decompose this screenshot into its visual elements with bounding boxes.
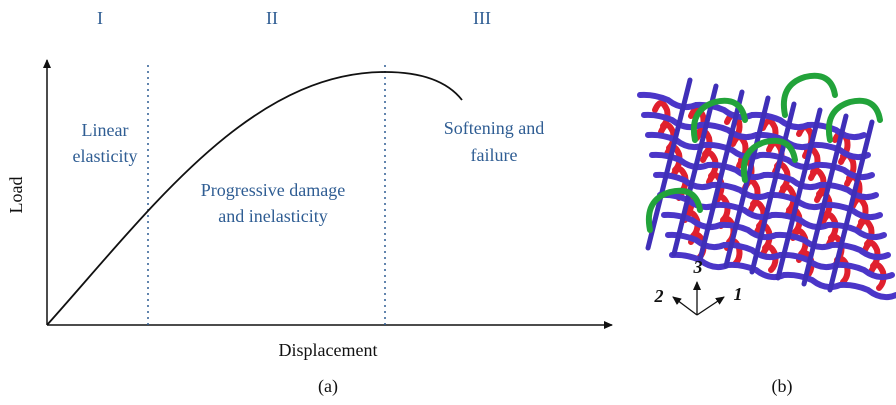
triad-label: 2 [654, 286, 664, 306]
axis-triad [673, 282, 724, 315]
region-label: Softening and [444, 118, 545, 138]
region-numeral: III [473, 8, 491, 28]
region-label: Progressive damage [201, 180, 345, 200]
triad-label: 1 [734, 284, 743, 304]
caption: (a) [318, 376, 338, 397]
y-axis-label: Load [6, 177, 26, 214]
region-label: elasticity [73, 146, 138, 166]
triad-label: 3 [693, 257, 703, 277]
woven-composite [640, 76, 896, 297]
caption: (b) [772, 376, 793, 397]
region-label: Linear [82, 120, 129, 140]
figure: I II III Linear elasticity Progressive d… [0, 0, 896, 405]
region-numeral: II [266, 8, 278, 28]
region-label: and inelasticity [218, 206, 327, 226]
x-axis-label: Displacement [279, 340, 378, 360]
region-numeral: I [97, 8, 103, 28]
region-label: failure [471, 145, 518, 165]
